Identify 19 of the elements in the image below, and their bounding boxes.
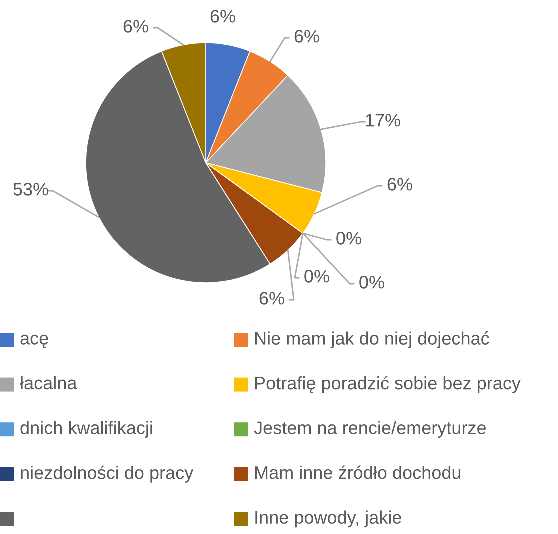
legend-label: dnich kwalifikacji [20,421,152,438]
data-label: 17% [366,114,400,127]
text: 0% [336,232,362,245]
data-label: 6% [294,30,320,43]
legend-label: Jestem na rencie/emeryturze [254,421,486,438]
data-label: 6% [260,292,284,305]
data-label: 53% [14,183,48,196]
data-label: 6% [124,20,148,33]
legend-label: Potrafię poradzić sobie bez pracy [255,376,521,394]
text: 0% [360,276,384,289]
legend-label: Mam inne źródło dochodu [255,466,461,480]
data-label: 6% [210,10,236,23]
legend-label: niezdolności do pracy [21,466,194,483]
text: 0% [304,270,330,283]
data-label: 6% [388,178,412,191]
legend-label: Inne powody, jakie [256,510,402,528]
legend-label: Nie mam jak do niej dojechać [255,331,490,349]
legend-label: łacalna [20,376,78,390]
legend-label: acę [20,334,48,348]
